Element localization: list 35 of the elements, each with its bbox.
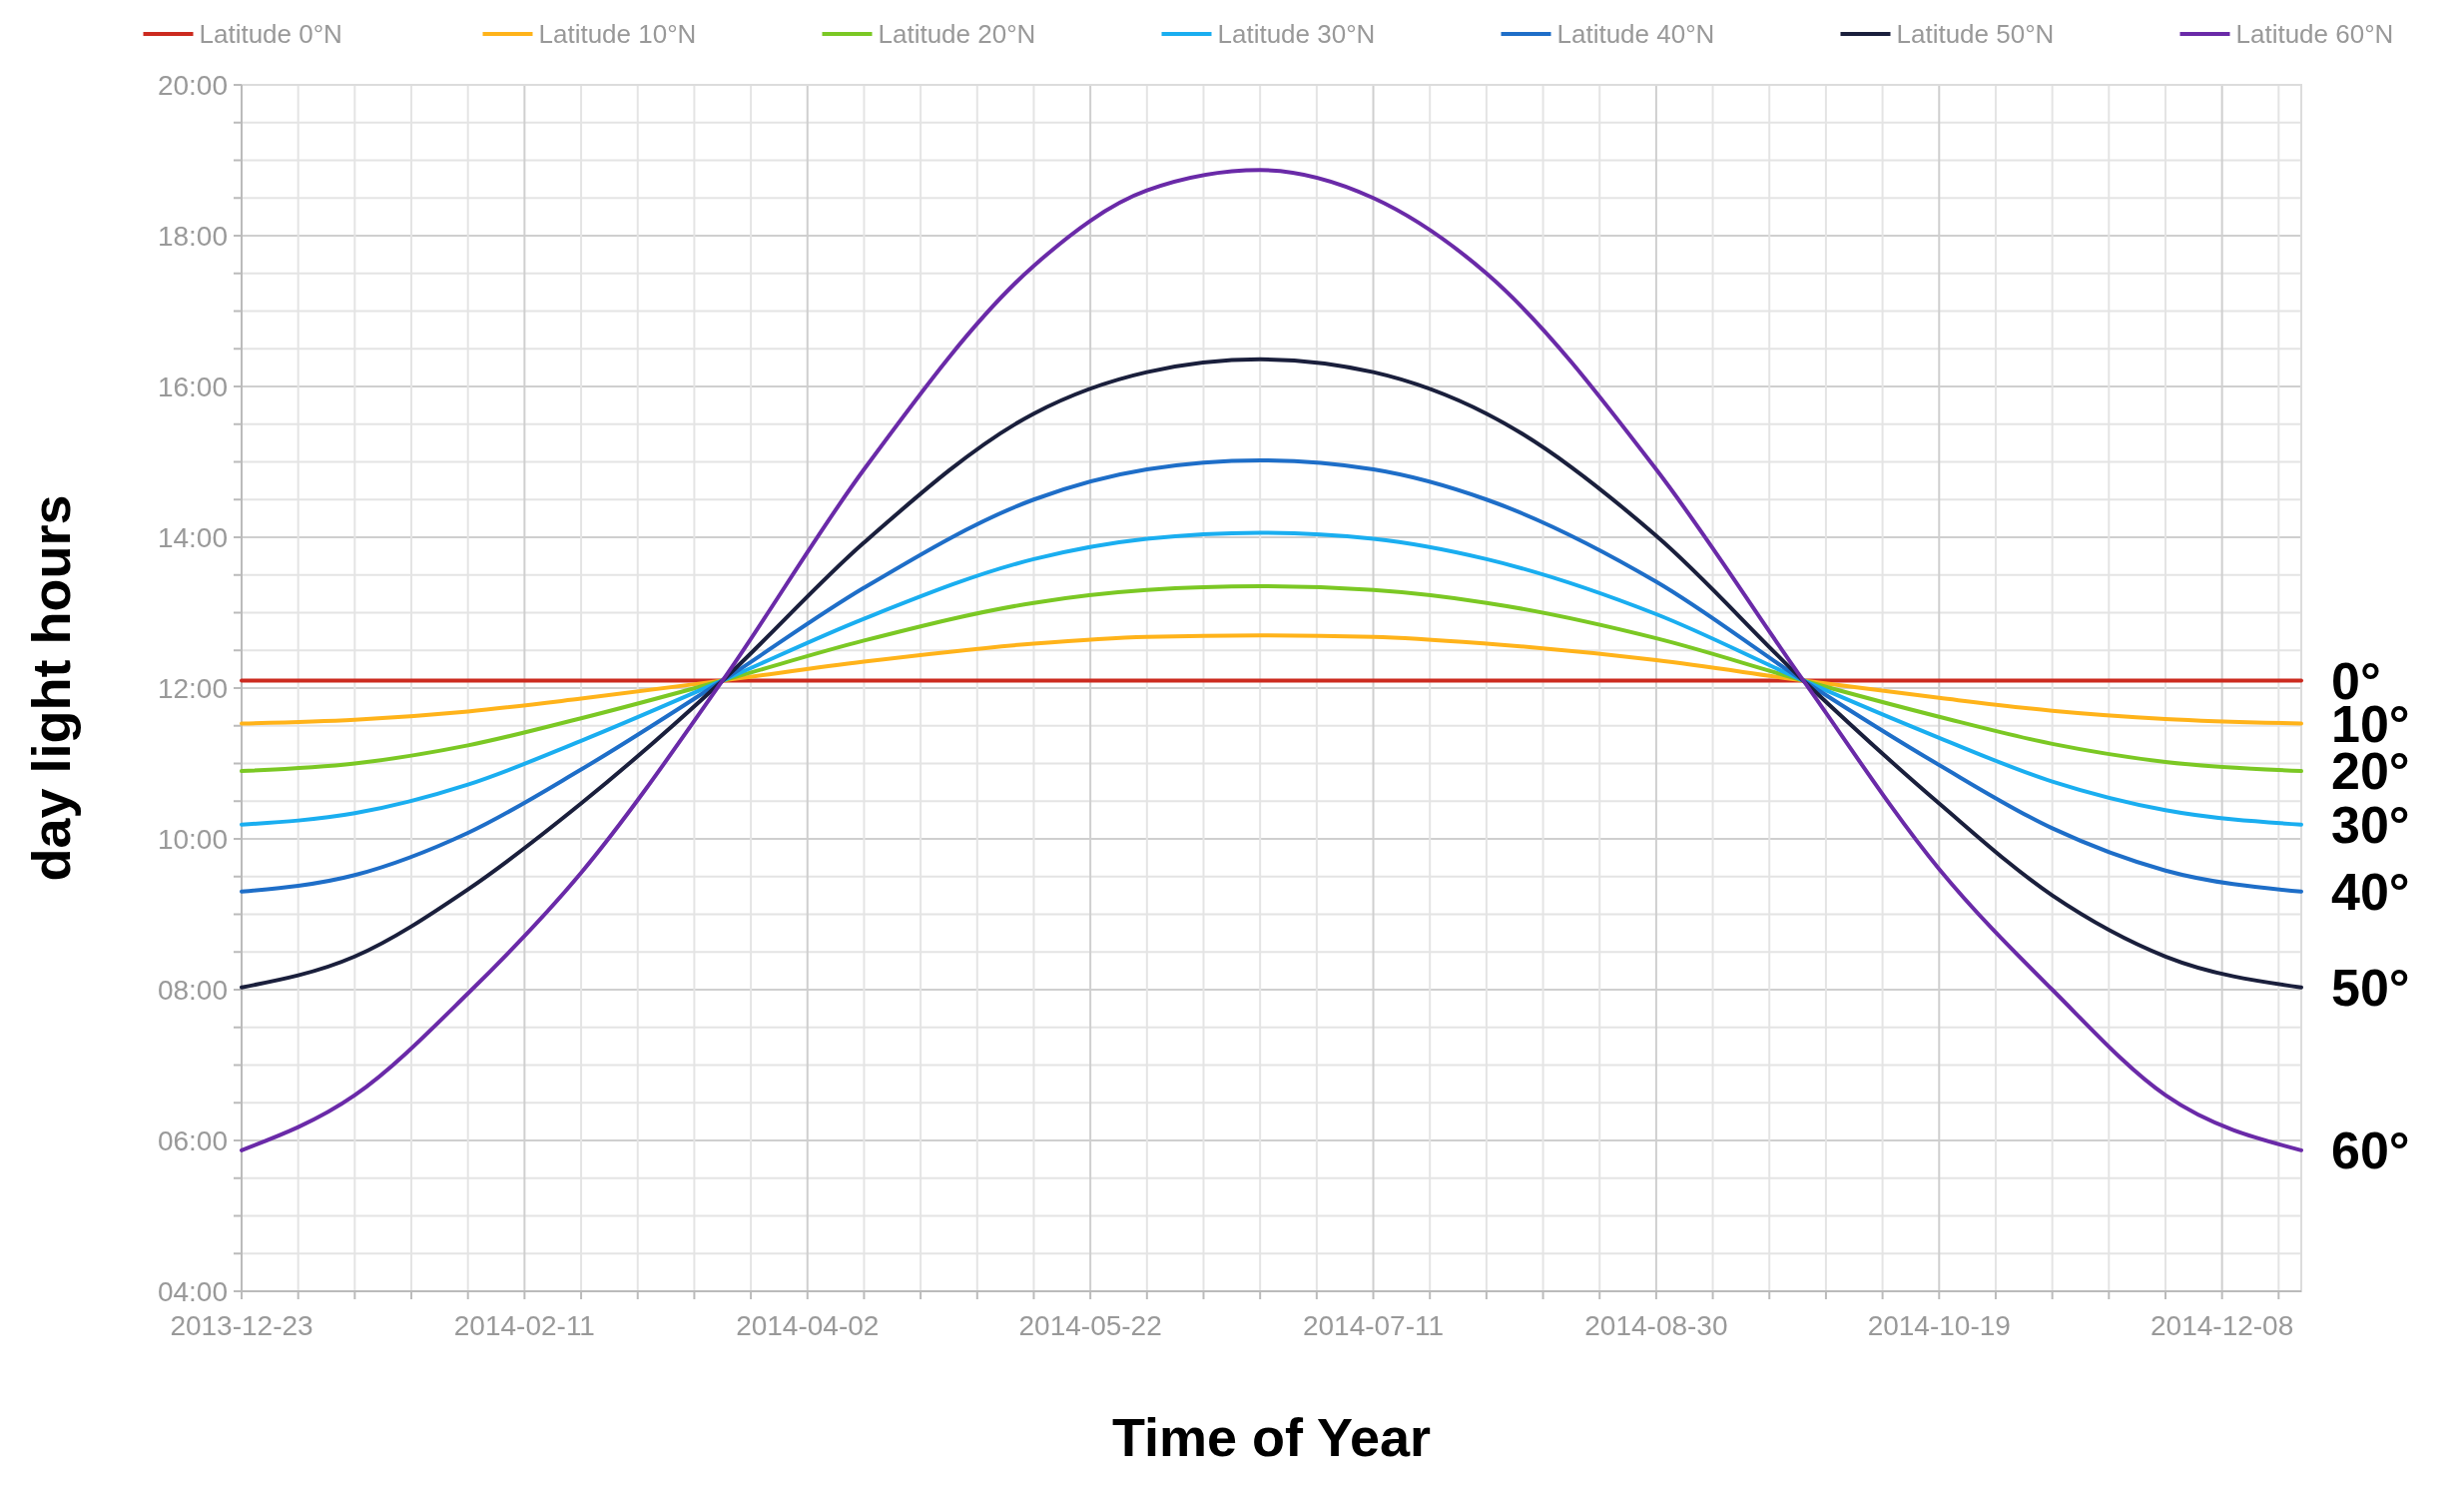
y-tick-label: 08:00	[157, 974, 228, 1006]
legend-label: Latitude 50°N	[1896, 19, 2055, 50]
line-series	[240, 357, 2303, 990]
annotation: 40°	[2331, 863, 2410, 922]
y-tick-label: 06:00	[157, 1124, 228, 1156]
x-axis-title: Time of Year	[1111, 1407, 1432, 1467]
annotation: 60°	[2331, 1121, 2410, 1180]
y-axis-title: day light hours	[21, 494, 81, 882]
line-series	[240, 168, 2303, 1152]
legend-label: Latitude 20°N	[878, 19, 1036, 50]
line-series	[240, 530, 2303, 827]
x-tick-label: 2014-10-19	[1867, 1310, 2011, 1341]
y-tick-label: 14:00	[157, 521, 228, 553]
y-tick-label: 10:00	[157, 823, 228, 855]
legend-label: Latitude 40°N	[1556, 19, 1715, 50]
y-tick-label: 18:00	[157, 220, 228, 252]
x-tick-label: 2014-04-02	[736, 1310, 880, 1341]
legend-label: Latitude 10°N	[538, 19, 697, 50]
legend-label: Latitude 0°N	[199, 19, 342, 50]
legend-label: Latitude 30°N	[1217, 19, 1376, 50]
legend-label: Latitude 60°N	[2235, 19, 2394, 50]
x-tick-label: 2014-08-30	[1584, 1310, 1728, 1341]
annotation: 50°	[2331, 958, 2410, 1017]
line-series	[240, 457, 2303, 894]
line-series	[240, 633, 2303, 726]
x-tick-label: 2014-07-11	[1302, 1310, 1445, 1341]
x-tick-label: 2014-02-11	[453, 1310, 595, 1341]
y-tick-label: 20:00	[157, 69, 228, 101]
y-tick-label: 16:00	[157, 371, 228, 402]
y-tick-label: 12:00	[157, 672, 228, 704]
y-tick-label: 04:00	[157, 1275, 228, 1307]
x-tick-label: 2014-12-08	[2151, 1310, 2294, 1341]
x-tick-label: 2014-05-22	[1018, 1310, 1162, 1341]
line-series	[240, 584, 2303, 774]
x-tick-label: 2013-12-23	[170, 1310, 313, 1341]
